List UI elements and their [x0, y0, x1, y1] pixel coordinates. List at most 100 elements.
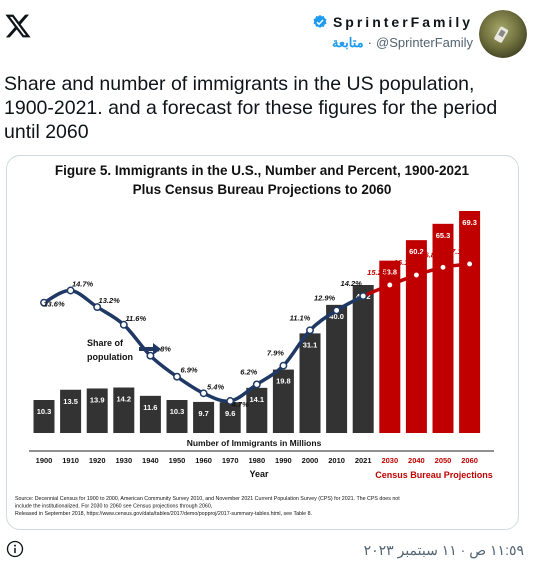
bar-1980: [246, 387, 268, 433]
bar-2040: [405, 240, 427, 433]
bar-2060: [459, 211, 481, 433]
x-tick-1980: 1980: [248, 456, 265, 465]
share-value-label: 8.8%: [154, 345, 171, 354]
share-point-2060: [465, 260, 474, 268]
x-tick-2010: 2010: [328, 456, 345, 465]
bar-value-label: 60.2: [409, 247, 424, 256]
share-value-label: 16.1%: [394, 258, 416, 267]
share-point-2030: [385, 281, 394, 289]
x-tick-1910: 1910: [62, 456, 79, 465]
x-logo-icon[interactable]: [4, 12, 32, 40]
x-tick-1950: 1950: [169, 456, 186, 465]
bar-value-label: 9.7: [198, 409, 208, 418]
share-point-1940: [146, 351, 155, 360]
source-line: Source: Decennial Census for 1900 to 200…: [15, 496, 400, 502]
bar-2010: [326, 304, 348, 433]
bar-value-label: 11.6: [143, 403, 157, 412]
tweet-author: SprinterFamily متابعة · @SprinterFamily: [312, 14, 473, 51]
x-tick-1970: 1970: [222, 456, 239, 465]
bar-value-label: 40.0: [329, 312, 344, 321]
x-tick-1990: 1990: [275, 456, 292, 465]
share-point-1980: [252, 380, 261, 389]
follow-button[interactable]: متابعة: [331, 35, 364, 50]
handle-row: متابعة · @SprinterFamily: [312, 35, 473, 51]
share-point-1960: [199, 389, 208, 398]
bar-2050: [432, 223, 454, 433]
bar-1990: [272, 369, 294, 433]
x-tick-2021: 2021: [355, 456, 372, 465]
x-tick-2060: 2060: [461, 456, 478, 465]
bar-value-label: 13.9: [90, 395, 105, 404]
source-line: include the institutionalized. For 2030 …: [15, 504, 212, 510]
share-value-label: 7.9%: [267, 349, 284, 358]
bar-2030: [379, 260, 401, 433]
user-handle[interactable]: @SprinterFamily: [376, 35, 473, 50]
bar-1940: [139, 395, 161, 433]
share-value-label: 13.6%: [43, 300, 65, 309]
bar-value-label: 69.3: [462, 218, 477, 227]
share-point-2050: [439, 263, 447, 272]
bar-value-label: 53.8: [382, 268, 397, 277]
bar-value-label: 31.1: [303, 340, 318, 349]
tweet-footer: ١١:٥٩ ص · ١١ سبتمبر ٢٠٢٣: [6, 540, 528, 560]
bar-1970: [219, 402, 241, 433]
tweet-timestamp[interactable]: ١١:٥٩ ص · ١١ سبتمبر ٢٠٢٣: [363, 542, 524, 558]
share-point-2021: [359, 292, 368, 300]
share-label-line2: population: [87, 352, 133, 362]
bars-group: 10.3 13.5 13.9 14.2 11.6 10.3 9.7 9.6 14.1 19.8 31…: [33, 211, 481, 433]
bar-value-label: 14.2: [116, 395, 131, 404]
share-value-label: 16.8%: [420, 250, 442, 259]
bar-1930: [113, 387, 135, 433]
share-value-label: 6.9%: [180, 366, 197, 375]
bar-1900: [33, 400, 55, 433]
x-tick-labels: 1900 1910 1920 1930 1940 1950 1960 1970 1980 1990…: [36, 456, 478, 465]
immigration-chart: Figure 5. Immigrants in the U.S., Number…: [15, 163, 494, 517]
bar-1960: [193, 401, 215, 433]
bar-series-label: Number of Immigrants in Millions: [187, 438, 322, 448]
share-value-label: 14.2%: [341, 279, 363, 288]
bar-value-label: 10.3: [37, 407, 52, 416]
chart-image-card[interactable]: Figure 5. Immigrants in the U.S., Number…: [6, 155, 519, 530]
share-point-2000: [306, 326, 314, 335]
bar-legend-box: Number of Immigrants in Millions: [171, 436, 337, 449]
info-icon[interactable]: [6, 540, 24, 558]
x-tick-2040: 2040: [408, 456, 425, 465]
chart-title: Figure 5. Immigrants in the U.S., Number…: [55, 163, 470, 178]
x-tick-2030: 2030: [381, 456, 398, 465]
projection-label: Census Bureau Projections: [375, 470, 493, 480]
bar-1920: [86, 388, 108, 433]
share-point-1920: [93, 303, 102, 312]
bar-value-label: 19.8: [276, 377, 291, 386]
share-value-label: 6.2%: [240, 367, 257, 376]
bar-2000: [299, 333, 321, 433]
x-tick-1900: 1900: [36, 456, 53, 465]
bar-1950: [166, 400, 188, 433]
share-label-line1: Share of: [87, 338, 124, 348]
display-name-row[interactable]: SprinterFamily: [312, 14, 473, 30]
share-value-label: 4.7%: [231, 400, 249, 409]
source-note: Source: Decennial Census for 1900 to 200…: [15, 496, 400, 517]
source-line: Released in September 2018, https://www.…: [15, 511, 312, 517]
display-name: SprinterFamily: [332, 14, 473, 30]
share-value-label: 11.1%: [290, 313, 311, 322]
bar-2021: [352, 285, 374, 433]
share-value-label: 15.2%: [367, 268, 389, 277]
share-arrow-icon: [139, 343, 161, 355]
share-point-1950: [173, 372, 181, 381]
share-value-label: 12.9%: [314, 293, 336, 302]
avatar[interactable]: [479, 10, 527, 58]
bar-1910: [60, 389, 82, 433]
bar-value-label: 14.1: [249, 395, 264, 404]
tweet-text: Share and number of immigrants in the US…: [4, 73, 498, 143]
x-tick-1920: 1920: [89, 456, 106, 465]
share-line-group: 13.6% 14.7% 13.2% 11.6% 8.8% 6.9% 5.4% 4.7% 6.2%…: [40, 247, 474, 409]
share-point-1970: [226, 397, 235, 405]
share-value-label: 5.4%: [207, 382, 224, 391]
share-point-1990: [279, 361, 288, 370]
share-point-1930: [119, 320, 128, 329]
x-tick-2000: 2000: [302, 456, 319, 465]
share-point-1900: [40, 298, 48, 307]
share-value-label: 13.2%: [99, 296, 121, 305]
verified-badge-icon: [313, 15, 327, 28]
x-tick-1930: 1930: [115, 456, 132, 465]
